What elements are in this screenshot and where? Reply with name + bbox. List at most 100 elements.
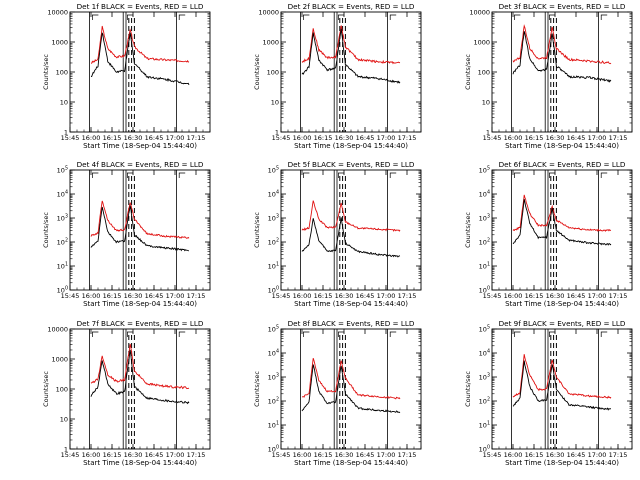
x-tick-label: 16:45 — [145, 134, 164, 142]
state-flag — [127, 172, 134, 178]
state-flag — [338, 172, 345, 178]
y-tick-label: 103 — [479, 214, 490, 223]
x-tick-label: 16:30 — [335, 451, 354, 459]
events-series-line — [90, 349, 190, 405]
state-flag — [389, 172, 397, 178]
y-tick-label: 105 — [479, 325, 490, 334]
y-tick-label: 100 — [57, 286, 68, 295]
lld-series-line — [512, 24, 612, 65]
y-tick-label: 104 — [57, 190, 68, 199]
y-tick-label: 103 — [268, 373, 279, 382]
events-series-line — [90, 205, 190, 252]
x-tick-label: 16:15 — [314, 292, 333, 300]
state-flag — [178, 14, 186, 20]
state-flag — [92, 14, 99, 20]
y-tick-label: 1000 — [262, 39, 279, 47]
x-tick-label: 16:15 — [314, 134, 333, 142]
x-axis-label: Start Time (18-Sep-04 15:44:40) — [294, 300, 408, 308]
x-tick-label: 16:15 — [103, 292, 122, 300]
x-tick-label: 16:45 — [356, 134, 375, 142]
x-tick-label: 15:45 — [61, 134, 80, 142]
lld-series-line — [301, 25, 401, 65]
y-tick-label: 100 — [479, 445, 490, 454]
y-tick-label: 101 — [268, 421, 279, 430]
x-tick-label: 16:45 — [356, 451, 375, 459]
y-tick-label: 104 — [268, 349, 279, 358]
y-tick-label: 101 — [479, 262, 490, 271]
y-axis-label: Counts/sec — [253, 371, 261, 407]
x-tick-label: 16:15 — [525, 292, 544, 300]
x-tick-label: 15:45 — [61, 451, 80, 459]
x-tick-label: 16:00 — [82, 451, 101, 459]
y-tick-label: 100 — [267, 69, 279, 77]
x-tick-label: 15:45 — [272, 134, 291, 142]
state-flag — [127, 331, 134, 337]
y-tick-label: 1 — [486, 129, 490, 137]
x-tick-label: 17:00 — [377, 292, 396, 300]
y-tick-label: 100 — [479, 286, 490, 295]
lld-series-line — [512, 194, 612, 232]
x-tick-label: 16:15 — [525, 134, 544, 142]
state-flag — [338, 14, 345, 20]
x-tick-label: 16:00 — [293, 292, 312, 300]
x-tick-label: 17:15 — [609, 451, 628, 459]
panel-title: Det 4f BLACK = Events, RED = LLD — [77, 160, 204, 169]
x-tick-label: 16:30 — [124, 451, 143, 459]
panel-title: Det 3f BLACK = Events, RED = LLD — [499, 2, 626, 11]
state-flag — [549, 14, 556, 20]
x-tick-label: 16:00 — [504, 451, 523, 459]
state-flag — [549, 172, 556, 178]
y-tick-label: 105 — [479, 166, 490, 175]
x-tick-label: 17:15 — [398, 451, 417, 459]
state-flag — [389, 331, 397, 337]
y-tick-label: 100 — [268, 286, 279, 295]
x-tick-label: 17:15 — [187, 451, 206, 459]
state-flag — [92, 172, 99, 178]
x-tick-label: 16:00 — [504, 134, 523, 142]
x-tick-label: 16:15 — [314, 451, 333, 459]
y-tick-label: 10000 — [47, 326, 68, 334]
x-tick-label: 16:45 — [356, 292, 375, 300]
state-flag — [514, 172, 521, 178]
x-axis-label: Start Time (18-Sep-04 15:44:40) — [505, 300, 619, 308]
y-tick-label: 1000 — [51, 39, 68, 47]
y-tick-label: 1 — [275, 129, 279, 137]
x-tick-label: 16:30 — [546, 292, 565, 300]
x-tick-label: 15:45 — [272, 451, 291, 459]
x-tick-label: 16:30 — [335, 134, 354, 142]
panel-title: Det 7f BLACK = Events, RED = LLD — [77, 319, 204, 328]
y-tick-label: 102 — [479, 397, 490, 406]
y-tick-label: 1000 — [473, 39, 490, 47]
state-flag — [389, 14, 397, 20]
x-tick-label: 17:00 — [377, 451, 396, 459]
x-tick-label: 16:30 — [546, 134, 565, 142]
y-tick-label: 102 — [268, 238, 279, 247]
state-flag — [178, 331, 186, 337]
state-flag — [600, 331, 608, 337]
x-tick-label: 17:15 — [398, 134, 417, 142]
state-flag — [549, 331, 556, 337]
events-series-line — [512, 360, 612, 411]
detector-panel-8: Det 8f BLACK = Events, RED = LLD 100 101 10… — [253, 319, 422, 467]
y-tick-label: 10 — [60, 99, 68, 107]
events-series-line — [301, 217, 401, 258]
panel-title: Det 1f BLACK = Events, RED = LLD — [77, 2, 204, 11]
x-axis-label: Start Time (18-Sep-04 15:44:40) — [505, 142, 619, 150]
state-flag — [338, 331, 345, 337]
y-tick-label: 1 — [64, 129, 68, 137]
lld-series-line — [90, 343, 190, 390]
x-tick-label: 17:15 — [187, 292, 206, 300]
x-tick-label: 17:00 — [588, 134, 607, 142]
y-tick-label: 101 — [268, 262, 279, 271]
x-tick-label: 17:15 — [187, 134, 206, 142]
x-tick-label: 16:30 — [124, 292, 143, 300]
y-axis-label: Counts/sec — [253, 54, 261, 90]
y-axis-label: Counts/sec — [42, 54, 50, 90]
panel-title: Det 8f BLACK = Events, RED = LLD — [288, 319, 415, 328]
x-axis-label: Start Time (18-Sep-04 15:44:40) — [505, 459, 619, 467]
x-tick-label: 16:00 — [293, 134, 312, 142]
x-tick-label: 17:00 — [166, 451, 185, 459]
x-tick-label: 16:15 — [103, 451, 122, 459]
x-axis-label: Start Time (18-Sep-04 15:44:40) — [83, 300, 197, 308]
